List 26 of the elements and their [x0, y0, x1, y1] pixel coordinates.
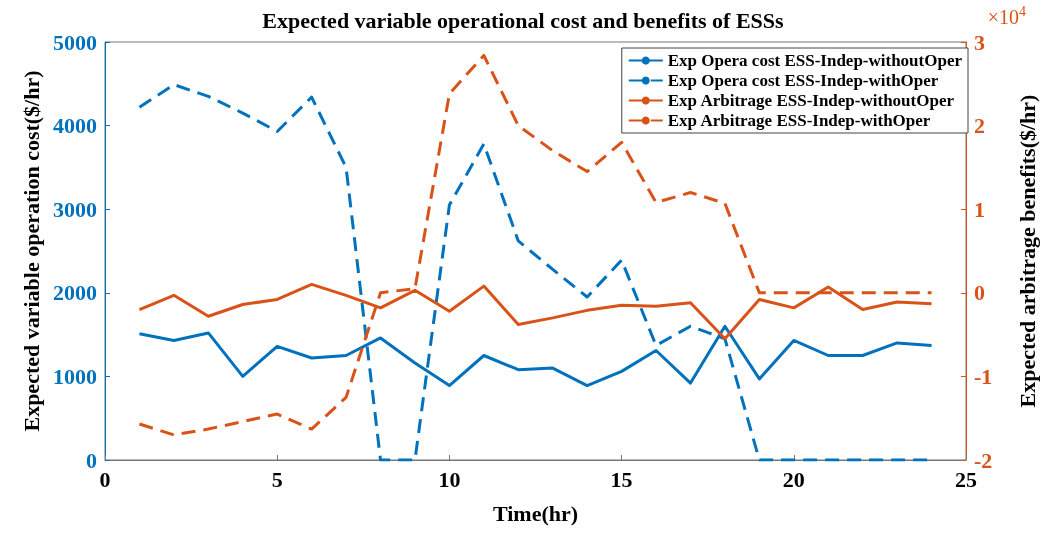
y-tick-label: 0: [86, 447, 97, 473]
y2-tick-label: 2: [974, 113, 985, 139]
legend-label: Exp Opera cost ESS-Indep-withoutOper: [667, 51, 963, 70]
y2-tick-label: -1: [974, 363, 993, 389]
x-axis-title: Time(hr): [492, 500, 579, 526]
y-tick-label: 4000: [53, 113, 97, 139]
text: ×10$^{4}$: [987, 4, 1026, 29]
y-tick-label: 1000: [53, 363, 97, 389]
y-tick-label: 3000: [53, 196, 97, 222]
y2-tick-label: 0: [974, 280, 985, 306]
y-tick-label: 2000: [53, 280, 97, 306]
legend-label: Exp Opera cost ESS-Indep-withOper: [667, 71, 939, 90]
y2-tick-label: -2: [974, 447, 993, 473]
legend-label: Exp Arbitrage ESS-Indep-withoutOper: [667, 91, 955, 110]
y2-axis-title: Expected arbitrage benefits($/hr): [1014, 94, 1040, 408]
y-axis-title: Expected variable operation cost($/hr): [18, 70, 44, 432]
y2-tick-label: 1: [974, 196, 985, 222]
x-tick-label: 10: [438, 466, 461, 492]
y2-tick-label: 3: [974, 29, 985, 55]
legend-label: Exp Arbitrage ESS-Indep-withOper: [667, 111, 931, 130]
x-tick-label: 5: [271, 466, 283, 492]
x-tick-label: 15: [610, 466, 633, 492]
x-tick-label: 25: [955, 466, 977, 492]
y-tick-label: 5000: [53, 29, 97, 55]
chart-title: Expected variable operational cost and benefits of ESSs: [262, 7, 785, 33]
x-tick-label: 20: [782, 466, 805, 492]
